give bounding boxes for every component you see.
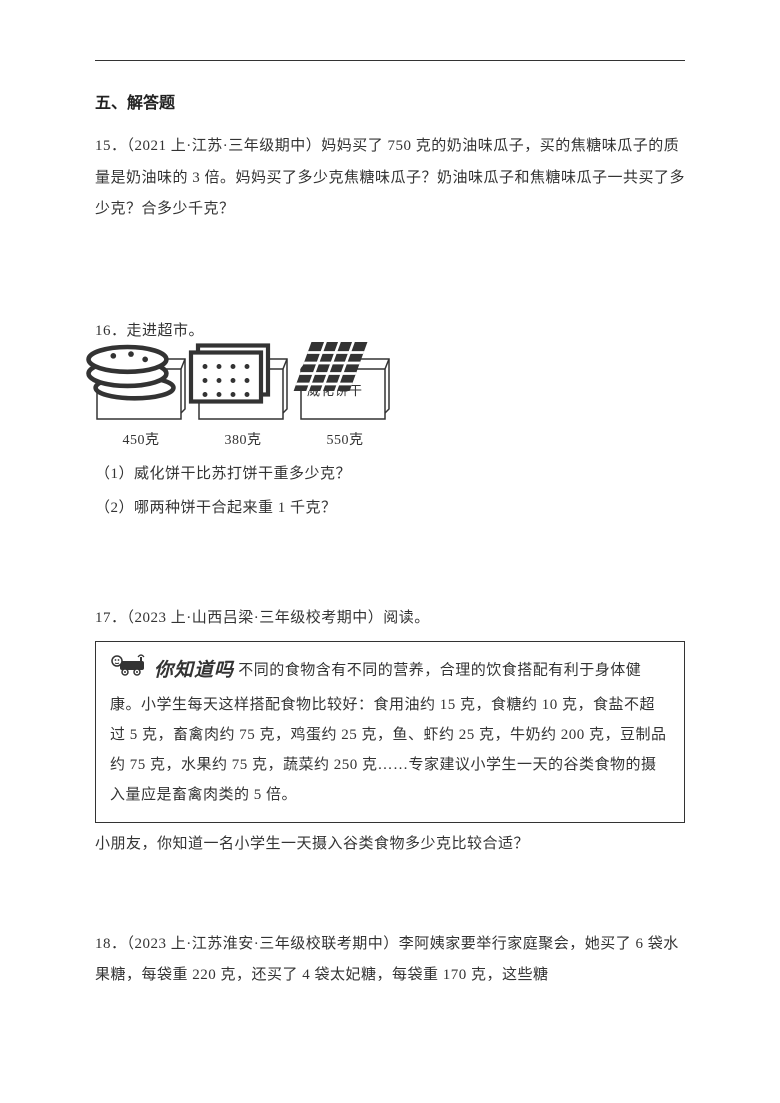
question-16: 16．走进超市。 夹心饼干 (95, 316, 685, 524)
question-17: 17．（2023 上·山西吕梁·三年级校考期中）阅读。 你知道吗 不同的食物含有… (95, 603, 685, 859)
question-18: 18．（2023 上·江苏淮安·三年级校联考期中）李阿姨家要举行家庭聚会，她买了… (95, 929, 685, 992)
cracker-icon (187, 335, 279, 418)
q16-title: 16．走进超市。 (95, 316, 685, 348)
q16-sub1: （1）威化饼干比苏打饼干重多少克？ (95, 459, 685, 489)
q16-sub2: （2）哪两种饼干合起来重 1 千克？ (95, 493, 685, 523)
biscuit-cell-1: 夹心饼干 450克 (95, 353, 187, 455)
biscuit-cell-2: 苏打饼干 380克 (197, 353, 289, 455)
biscuit-weight-2: 380克 (197, 426, 289, 455)
biscuit-box-1: 夹心饼干 (95, 353, 187, 423)
biscuit-weight-3: 550克 (299, 426, 391, 455)
biscuit-box-3: 威化饼干 (299, 353, 391, 423)
biscuit-cell-3: 威化饼干 550克 (299, 353, 391, 455)
section-heading: 五、解答题 (95, 89, 685, 113)
info-title: 你知道吗 (154, 652, 234, 690)
biscuit-boxes-row: 夹心饼干 450克 (95, 353, 685, 455)
wafer-icon (289, 335, 381, 418)
train-icon (110, 653, 150, 688)
biscuit-box-2: 苏打饼干 (197, 353, 289, 423)
biscuit-weight-1: 450克 (95, 426, 187, 455)
cookie-stack-icon (85, 335, 177, 418)
q17-title: 17．（2023 上·山西吕梁·三年级校考期中）阅读。 (95, 603, 685, 635)
info-header: 你知道吗 (110, 652, 234, 690)
question-15: 15．（2021 上·江苏·三年级期中）妈妈买了 750 克的奶油味瓜子，买的焦… (95, 131, 685, 226)
q17-after: 小朋友，你知道一名小学生一天摄入谷类食物多少克比较合适？ (95, 829, 685, 859)
info-box: 你知道吗 不同的食物含有不同的营养，合理的饮食搭配有利于身体健康。小学生每天这样… (95, 641, 685, 823)
page-divider (95, 60, 685, 61)
